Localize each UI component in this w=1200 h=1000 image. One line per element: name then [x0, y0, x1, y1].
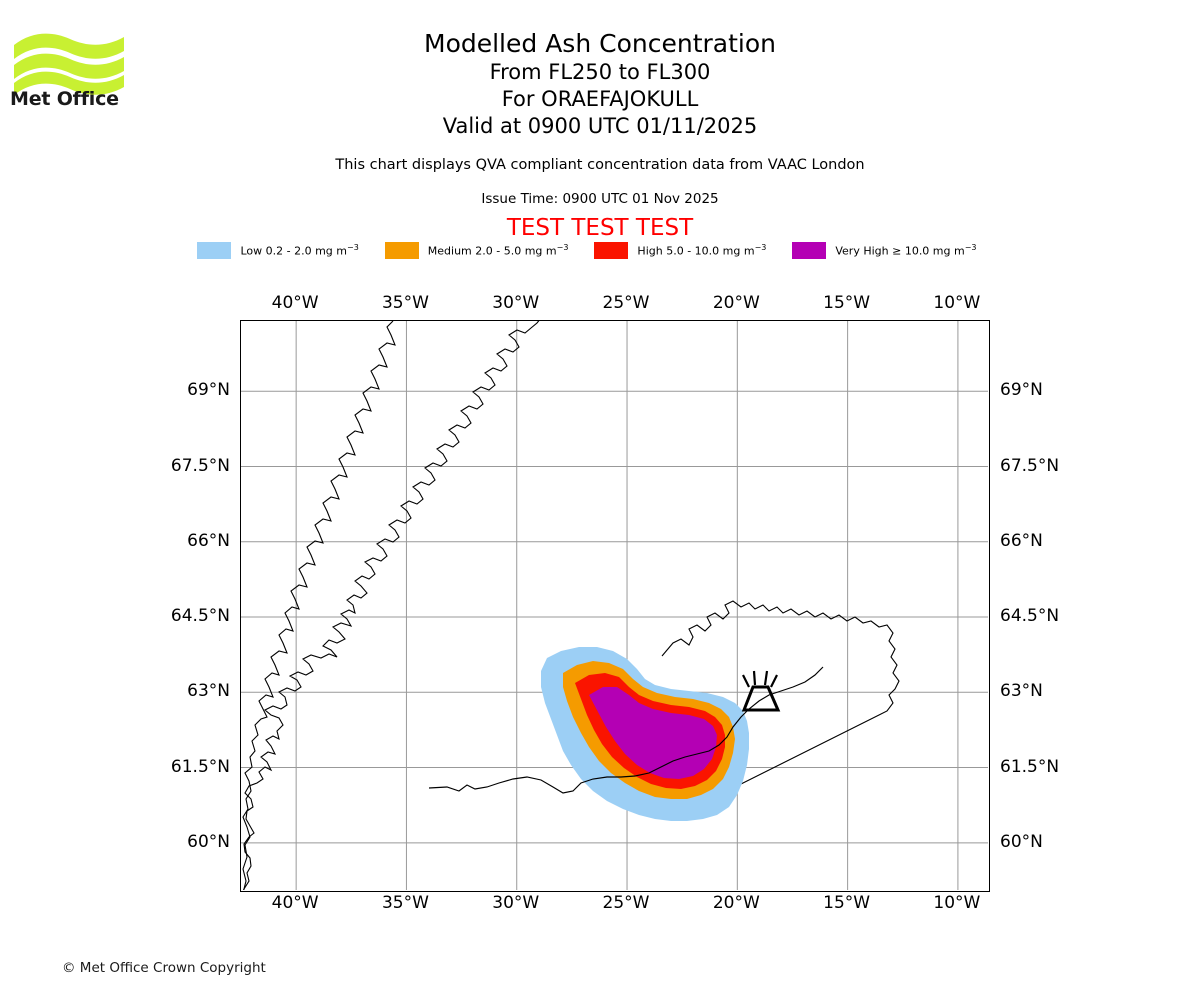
- tick-label-lat-left: 69°N: [187, 380, 230, 401]
- legend-item-medium: Medium 2.0 - 5.0 mg m−3: [384, 242, 595, 259]
- met-office-logo: [14, 33, 124, 95]
- greenland-east-coast: [242, 321, 396, 890]
- tick-label-lat-left: 61.5°N: [170, 756, 230, 777]
- tick-label-lat-right: 63°N: [1000, 681, 1043, 702]
- title-flight-levels: From FL250 to FL300: [489, 60, 711, 84]
- tick-label-lon-top: 10°W: [933, 293, 981, 313]
- tick-label-lon-bottom: 25°W: [602, 893, 650, 913]
- legend-item-high: High 5.0 - 10.0 mg m−3: [594, 242, 792, 259]
- ash-contour-very-high: [589, 687, 717, 779]
- tick-label-lat-left: 60°N: [187, 831, 230, 852]
- page-title: Modelled Ash Concentration: [424, 29, 776, 58]
- tick-label-lon-top: 35°W: [381, 293, 429, 313]
- tick-label-lon-bottom: 15°W: [823, 893, 871, 913]
- legend-item-low: Low 0.2 - 2.0 mg m−3: [197, 242, 384, 259]
- concentration-legend: Low 0.2 - 2.0 mg m−3 Medium 2.0 - 5.0 mg …: [0, 242, 1200, 259]
- greenland-coastline: [243, 321, 540, 890]
- tick-label-lat-right: 64.5°N: [1000, 606, 1060, 627]
- tick-label-lat-right: 69°N: [1000, 380, 1043, 401]
- test-banner: TEST TEST TEST: [506, 215, 694, 241]
- tick-label-lat-right: 66°N: [1000, 530, 1043, 551]
- tick-label-lat-left: 63°N: [187, 681, 230, 702]
- chart-title-block: Modelled Ash Concentration From FL250 to…: [0, 28, 1200, 140]
- tick-label-lat-right: 67.5°N: [1000, 455, 1060, 476]
- title-volcano-name: For ORAEFAJOKULL: [501, 87, 699, 111]
- tick-label-lat-left: 67.5°N: [170, 455, 230, 476]
- tick-label-lat-right: 61.5°N: [1000, 756, 1060, 777]
- met-office-logo-text: Met Office: [10, 88, 119, 110]
- copyright-notice: © Met Office Crown Copyright: [62, 960, 266, 976]
- map-plot-area: [240, 320, 990, 892]
- legend-label-very-high: Very High ≥ 10.0 mg m−3: [835, 243, 977, 258]
- legend-label-high: High 5.0 - 10.0 mg m−3: [637, 243, 767, 258]
- legend-swatch-medium: [384, 242, 419, 259]
- tick-label-lon-bottom: 20°W: [712, 893, 760, 913]
- legend-swatch-high: [594, 242, 629, 259]
- tick-label-lon-top: 25°W: [602, 293, 650, 313]
- tick-label-lon-top: 20°W: [712, 293, 760, 313]
- legend-swatch-very-high: [792, 242, 827, 259]
- tick-label-lat-left: 64.5°N: [170, 606, 230, 627]
- legend-label-low: Low 0.2 - 2.0 mg m−3: [240, 243, 359, 258]
- title-valid-time: Valid at 0900 UTC 01/11/2025: [442, 114, 758, 138]
- tick-label-lon-top: 15°W: [823, 293, 871, 313]
- iceland-south-coast-over-plume: [428, 666, 824, 794]
- tick-label-lon-top: 30°W: [492, 293, 540, 313]
- legend-item-very-high: Very High ≥ 10.0 mg m−3: [792, 242, 1002, 259]
- volcano-symbol: [741, 670, 781, 712]
- tick-label-lon-top: 40°W: [271, 293, 319, 313]
- legend-label-medium: Medium 2.0 - 5.0 mg m−3: [427, 243, 569, 258]
- legend-swatch-low: [197, 242, 232, 259]
- tick-label-lat-right: 60°N: [1000, 831, 1043, 852]
- tick-label-lat-left: 66°N: [187, 530, 230, 551]
- tick-label-lon-bottom: 10°W: [933, 893, 981, 913]
- chart-note: This chart displays QVA compliant concen…: [335, 157, 865, 173]
- tick-label-lon-bottom: 30°W: [492, 893, 540, 913]
- issue-time-label: Issue Time: 0900 UTC 01 Nov 2025: [481, 191, 719, 207]
- tick-label-lon-bottom: 40°W: [271, 893, 319, 913]
- tick-label-lon-bottom: 35°W: [381, 893, 429, 913]
